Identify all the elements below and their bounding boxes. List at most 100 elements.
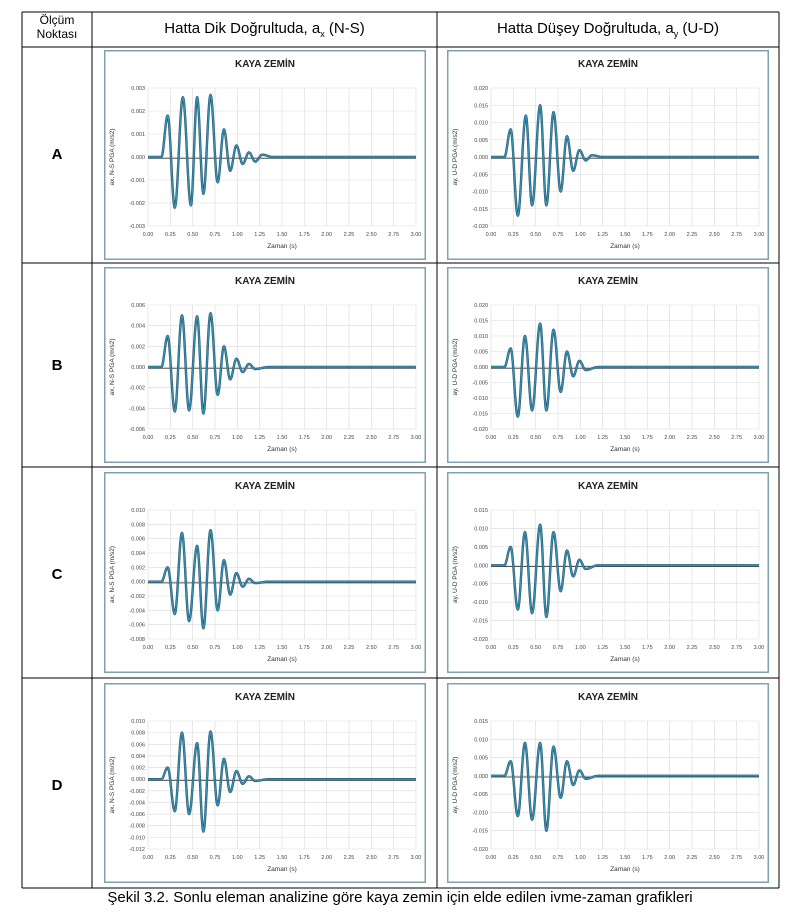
panel-frame xyxy=(447,472,769,673)
y-tick-label: 0.020 xyxy=(474,303,488,309)
chart-title: KAYA ZEMİN xyxy=(235,690,295,703)
y-tick-label: 0.005 xyxy=(474,138,488,144)
chart-title: KAYA ZEMİN xyxy=(235,274,295,287)
header-ud-sub: y xyxy=(673,29,679,39)
y-axis-label: ax, N-S PGA (m/s2) xyxy=(109,338,116,395)
y-tick-label: 0.006 xyxy=(131,742,145,748)
y-tick-label: 0.010 xyxy=(474,334,488,340)
x-tick-label: 2.75 xyxy=(388,645,399,651)
y-tick-label: -0.010 xyxy=(472,190,488,196)
x-tick-label: 0.75 xyxy=(210,232,221,238)
y-tick-label: -0.015 xyxy=(472,412,488,418)
signal-line xyxy=(491,322,759,418)
x-tick-label: 1.00 xyxy=(232,645,243,651)
y-tick-label: -0.004 xyxy=(129,406,145,412)
y-tick-label: 0.010 xyxy=(131,508,145,514)
x-tick-label: 2.00 xyxy=(664,645,675,651)
header-ns-tail: (N-S) xyxy=(324,20,365,37)
y-tick-label: -0.006 xyxy=(129,427,145,433)
y-tick-label: -0.002 xyxy=(129,201,145,207)
x-tick-label: 0.00 xyxy=(143,435,154,441)
x-axis-label: Zaman (s) xyxy=(610,656,640,663)
y-tick-label: 0.002 xyxy=(131,109,145,115)
x-tick-label: 2.00 xyxy=(321,232,332,238)
chart-title: KAYA ZEMİN xyxy=(235,57,295,70)
x-tick-label: 2.50 xyxy=(366,435,377,441)
signal-line xyxy=(491,524,759,618)
y-tick-label: -0.012 xyxy=(129,847,145,853)
x-tick-label: 1.00 xyxy=(232,232,243,238)
y-tick-label: 0.000 xyxy=(474,365,488,371)
y-tick-label: -0.020 xyxy=(472,847,488,853)
x-axis-label: Zaman (s) xyxy=(267,866,297,873)
x-tick-label: 1.75 xyxy=(642,232,653,238)
row-label-d: D xyxy=(51,777,63,794)
x-tick-label: 0.75 xyxy=(553,855,564,861)
x-tick-label: 2.75 xyxy=(731,645,742,651)
y-tick-label: 0.000 xyxy=(474,155,488,161)
x-axis-label: Zaman (s) xyxy=(610,446,640,453)
header-ud-tail: (U-D) xyxy=(678,20,720,37)
y-tick-label: -0.020 xyxy=(472,427,488,433)
x-tick-label: 1.50 xyxy=(620,232,631,238)
y-tick-label: 0.004 xyxy=(131,324,145,330)
x-tick-label: 1.75 xyxy=(642,645,653,651)
x-tick-label: 3.00 xyxy=(754,855,765,861)
panel-frame xyxy=(447,50,769,260)
y-tick-label: 0.004 xyxy=(131,754,145,760)
x-tick-label: 0.25 xyxy=(508,855,519,861)
y-tick-label: 0.000 xyxy=(131,580,145,586)
x-tick-label: 0.00 xyxy=(486,855,497,861)
x-tick-label: 2.50 xyxy=(366,232,377,238)
y-tick-label: 0.015 xyxy=(474,719,488,725)
y-tick-label: 0.005 xyxy=(474,756,488,762)
x-tick-label: 3.00 xyxy=(411,232,422,238)
x-tick-label: 2.25 xyxy=(344,435,355,441)
y-tick-label: 0.000 xyxy=(131,777,145,783)
x-tick-label: 1.00 xyxy=(575,855,586,861)
x-tick-label: 0.25 xyxy=(508,435,519,441)
y-tick-label: -0.010 xyxy=(472,810,488,816)
x-tick-label: 0.00 xyxy=(143,645,154,651)
x-tick-label: 2.50 xyxy=(709,232,720,238)
x-tick-label: 2.75 xyxy=(731,855,742,861)
y-tick-label: -0.005 xyxy=(472,792,488,798)
header-ns-direction: Hatta Dik Doğrultuda, ax (N-S) xyxy=(92,20,437,39)
x-axis-label: Zaman (s) xyxy=(267,446,297,453)
x-tick-label: 1.50 xyxy=(620,645,631,651)
y-tick-label: -0.001 xyxy=(129,178,145,184)
x-tick-label: 3.00 xyxy=(411,645,422,651)
y-axis-label: ay, U-D PGA (m/s2) xyxy=(452,546,459,603)
y-tick-label: 0.020 xyxy=(474,86,488,92)
x-tick-label: 0.00 xyxy=(486,435,497,441)
y-tick-label: -0.004 xyxy=(129,800,145,806)
chart-d-ns: KAYA ZEMİN0.0100.0080.0060.0040.0020.000… xyxy=(104,683,426,883)
x-tick-label: 1.25 xyxy=(254,435,265,441)
x-tick-label: 2.25 xyxy=(344,645,355,651)
x-tick-label: 2.00 xyxy=(321,855,332,861)
y-tick-label: -0.002 xyxy=(129,594,145,600)
x-tick-label: 1.00 xyxy=(575,232,586,238)
x-tick-label: 0.75 xyxy=(553,645,564,651)
header-measurement-point: Ölçüm Noktası xyxy=(22,13,92,41)
y-tick-label: 0.005 xyxy=(474,545,488,551)
figure-caption: Şekil 3.2. Sonlu eleman analizine göre k… xyxy=(107,889,693,906)
x-tick-label: 1.50 xyxy=(620,435,631,441)
y-axis-label: ay, U-D PGA (m/s2) xyxy=(452,339,459,396)
y-axis-label: ay, U-D PGA (m/s2) xyxy=(452,757,459,814)
header-line-1: Ölçüm xyxy=(39,13,75,27)
panel-frame xyxy=(104,472,426,673)
y-tick-label: 0.010 xyxy=(131,719,145,725)
x-tick-label: 3.00 xyxy=(754,435,765,441)
y-tick-label: -0.020 xyxy=(472,224,488,230)
y-tick-label: -0.002 xyxy=(129,789,145,795)
x-tick-label: 0.00 xyxy=(486,645,497,651)
x-tick-label: 0.50 xyxy=(530,645,541,651)
x-tick-label: 1.50 xyxy=(620,855,631,861)
x-tick-label: 2.25 xyxy=(687,855,698,861)
header-ns-sub: x xyxy=(320,29,325,39)
x-tick-label: 2.75 xyxy=(731,232,742,238)
y-axis-label: ax, N-S PGA (m/s2) xyxy=(109,756,116,813)
y-tick-label: 0.005 xyxy=(474,350,488,356)
x-tick-label: 2.75 xyxy=(388,232,399,238)
